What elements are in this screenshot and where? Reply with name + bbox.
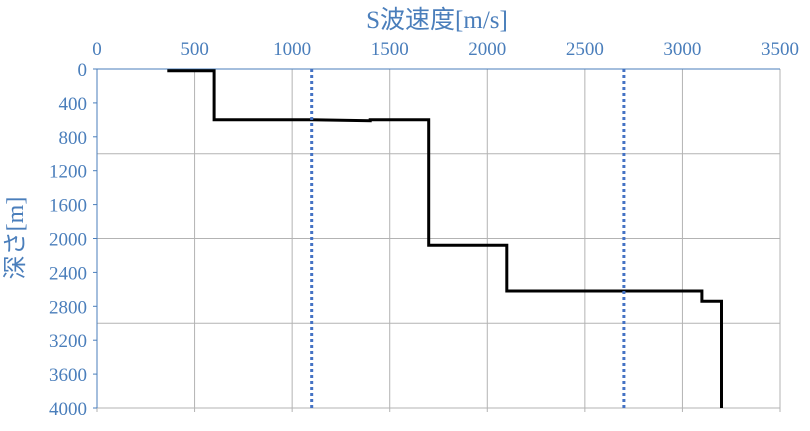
x-tick-label: 3500 xyxy=(761,39,799,60)
x-tick-label: 2500 xyxy=(566,39,604,60)
x-tick-label: 2000 xyxy=(468,39,506,60)
velocity-profile-line xyxy=(167,69,723,408)
y-tick-label: 1200 xyxy=(49,162,87,183)
y-tick-label: 2800 xyxy=(49,297,87,318)
y-tick-label: 0 xyxy=(78,60,88,81)
series-layer xyxy=(167,69,723,408)
y-tick-label: 3200 xyxy=(49,331,87,352)
chart-title: S波速度[m/s] xyxy=(366,6,508,34)
x-tick-label: 1000 xyxy=(273,39,311,60)
tick-layer: 0 500 1000 1500 2000 2500 3000 3500 0 400 800 1200 1… xyxy=(49,39,799,420)
x-tick-label: 0 xyxy=(92,39,102,60)
y-tick-label: 2400 xyxy=(49,263,87,284)
y-tick-label: 400 xyxy=(59,94,88,115)
y-tick-label: 4000 xyxy=(49,399,87,420)
y-tick-label: 1600 xyxy=(49,196,87,217)
grid-layer xyxy=(93,68,781,412)
y-tick-label: 800 xyxy=(59,128,88,149)
x-tick-label: 1500 xyxy=(371,39,409,60)
x-tick-label: 3000 xyxy=(663,39,701,60)
x-tick-label: 500 xyxy=(180,39,209,60)
y-axis-label: 深さ[m] xyxy=(2,197,29,280)
y-tick-label: 2000 xyxy=(49,230,87,251)
y-tick-label: 3600 xyxy=(49,365,87,386)
